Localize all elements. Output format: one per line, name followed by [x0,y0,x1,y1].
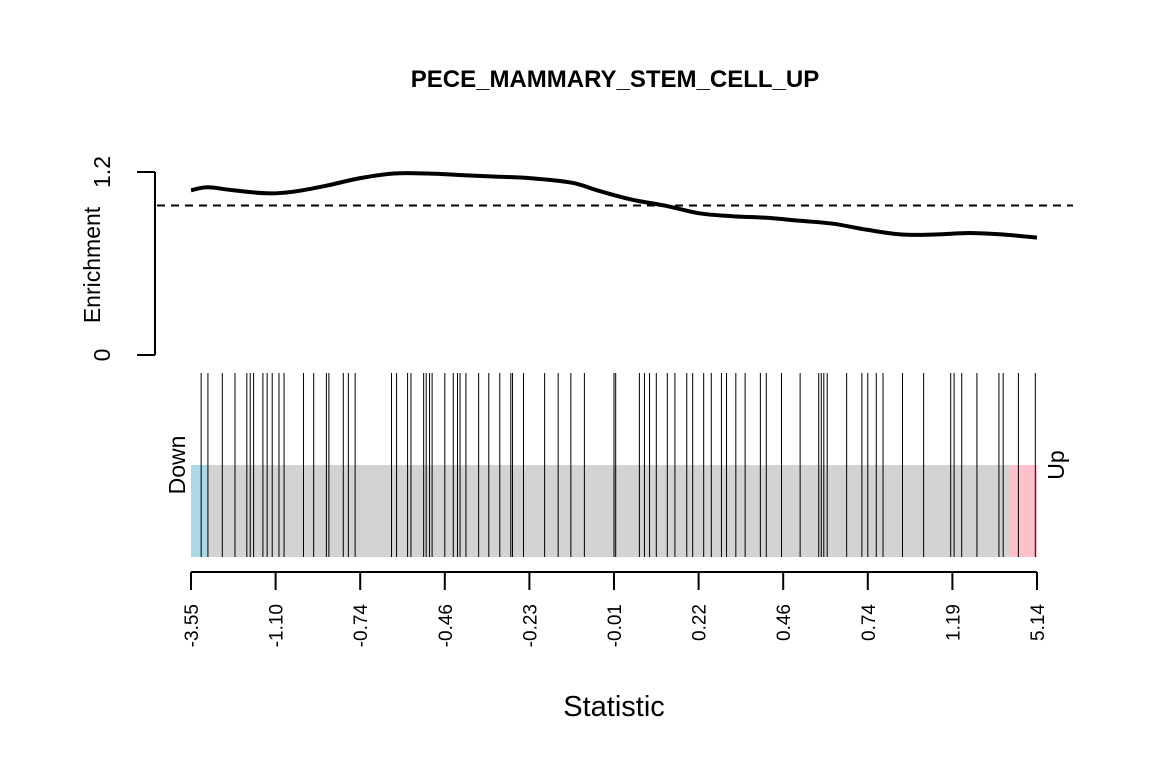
statistic-x-axis: -3.55 -1.10 -0.74 -0.46 -0.23 -0.01 0.22 0.46 0.… [182,571,1049,648]
x-tick-label: -3.55 [182,604,203,647]
barcode-up-band [1009,465,1037,557]
x-tick-label: 5.14 [1028,604,1049,641]
enrichment-y-axis-label: Enrichment [79,206,105,323]
x-tick-label: -1.10 [267,604,288,647]
enrichment-curve [190,171,1038,240]
up-label: Up [1043,450,1069,479]
x-tick-label: 0.74 [859,604,880,641]
x-tick-label: -0.74 [351,604,372,648]
down-label: Down [164,436,190,495]
x-tick-label: -0.46 [436,604,457,647]
x-tick-label: 0.22 [690,604,711,641]
barcode-panel: Down Up [164,373,1069,557]
x-tick-label: 0.46 [774,604,795,641]
barcode-down-band [191,465,208,557]
enrichment-y-tick-label-top: 1.2 [89,156,115,188]
enrichment-panel: 1.2 0 Enrichment [79,156,1073,361]
x-axis-label: Statistic [563,691,665,723]
x-tick-label: -0.01 [605,604,626,647]
x-tick-label: 1.19 [943,604,964,641]
chart-title: PECE_MAMMARY_STEM_CELL_UP [411,66,820,93]
enrichment-y-tick-label-bottom: 0 [89,349,115,362]
barcode-bars [200,373,1036,557]
x-tick-label: -0.23 [520,604,541,647]
